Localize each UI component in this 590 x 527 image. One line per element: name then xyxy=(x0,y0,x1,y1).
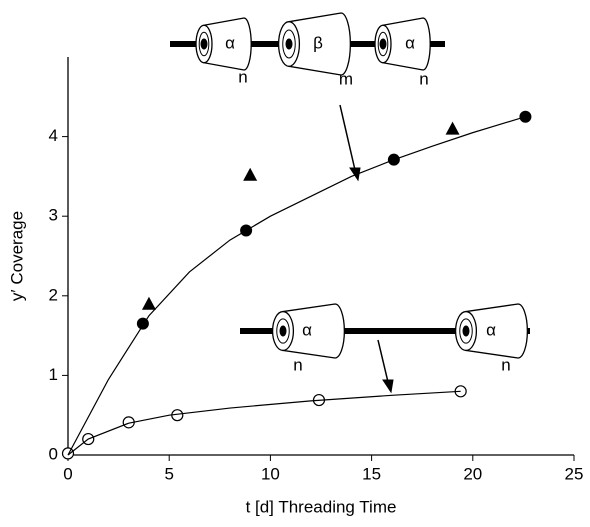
y-tick-label: 0 xyxy=(49,444,58,463)
cyclodextrin-hole xyxy=(379,38,387,50)
y-axis-label: y′ Coverage xyxy=(7,211,26,301)
cyclodextrin xyxy=(203,17,252,71)
cyclodextrin xyxy=(465,303,529,359)
cyclodextrin-hole xyxy=(462,325,470,337)
diagram-label: α xyxy=(302,320,312,339)
point xyxy=(141,296,156,310)
arrow-head xyxy=(382,379,394,394)
diagram-label: n xyxy=(501,355,510,374)
point xyxy=(445,121,460,135)
cyclodextrin-hole xyxy=(285,38,293,50)
fit-line xyxy=(67,116,526,456)
point xyxy=(61,447,75,460)
diagram-label: α xyxy=(486,320,496,339)
y-tick-label: 2 xyxy=(49,285,58,304)
diagram-label: α xyxy=(225,33,235,52)
y-tick-label: 3 xyxy=(49,206,58,225)
cyclodextrin-hole xyxy=(279,325,287,337)
diagram-label: n xyxy=(419,69,428,88)
diagram-label: n xyxy=(293,355,302,374)
x-tick-label: 10 xyxy=(261,464,280,483)
x-tick-label: 20 xyxy=(463,464,482,483)
y-tick-label: 1 xyxy=(49,365,58,384)
arrow xyxy=(377,339,389,383)
cyclodextrin xyxy=(282,303,346,359)
x-tick-label: 15 xyxy=(362,464,381,483)
x-axis-label: t [d] Threading Time xyxy=(246,497,397,516)
rotaxane-diagram xyxy=(170,12,530,394)
diagram-label: β xyxy=(313,33,323,52)
x-tick-label: 0 xyxy=(63,464,72,483)
cyclodextrin-hole xyxy=(200,38,208,50)
cyclodextrin xyxy=(382,17,431,71)
cyclodextrin xyxy=(288,12,351,76)
y-tick-label: 4 xyxy=(49,126,58,145)
fit-line xyxy=(67,390,461,456)
x-tick-label: 5 xyxy=(164,464,173,483)
arrow xyxy=(339,104,356,171)
diagram-label: n xyxy=(238,67,247,86)
point xyxy=(243,167,258,181)
x-tick-label: 25 xyxy=(565,464,584,483)
diagram-label: m xyxy=(339,69,353,88)
diagram-label: α xyxy=(405,33,415,52)
